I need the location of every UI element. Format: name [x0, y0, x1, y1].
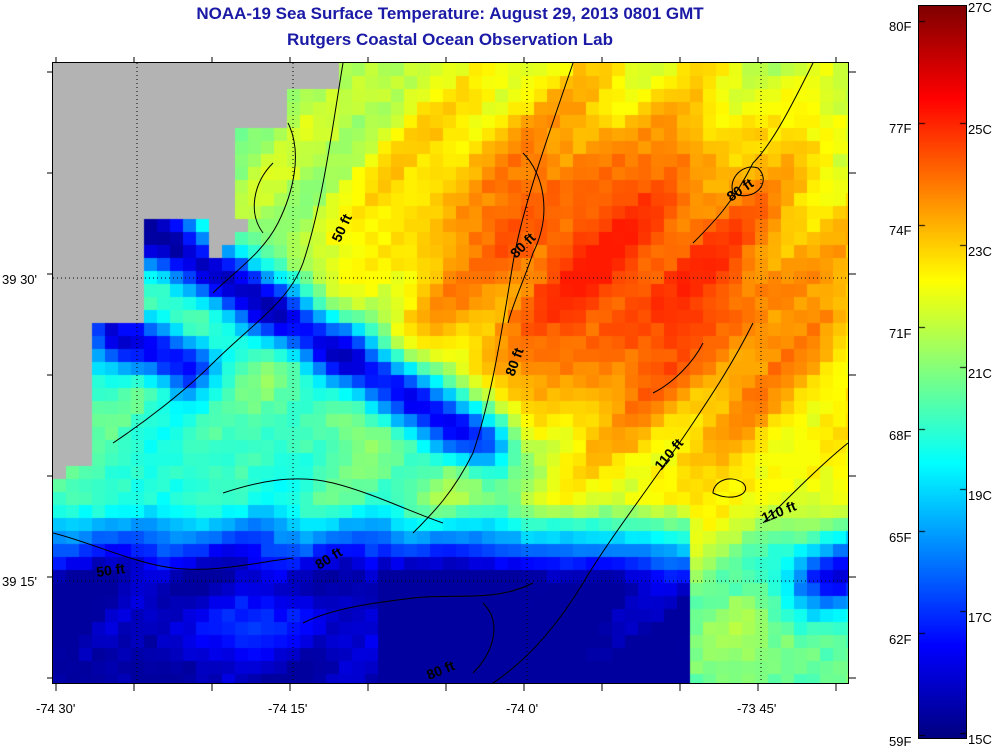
map-subtitle: Rutgers Coastal Ocean Observation Lab — [287, 30, 613, 49]
x-axis-label: -74 30' — [36, 701, 76, 716]
contour-line — [412, 63, 574, 534]
contour-line — [253, 162, 274, 234]
sst-map[interactable]: 50 ft 80 ft 80 ft 80 ft 110 ft 110 ft 50… — [52, 62, 849, 684]
contour-label: 50 ft — [95, 560, 126, 580]
x-axis-label: -73 45' — [737, 701, 777, 716]
contour-line — [731, 166, 764, 197]
colorbar-f-label: 59F — [889, 734, 912, 749]
colorbar-f-label: 74F — [889, 223, 912, 238]
contour-line — [762, 442, 848, 524]
colorbar-c-label: 19C — [968, 488, 992, 503]
colorbar-f-label: 71F — [889, 326, 912, 341]
colorbar-f-label: 77F — [889, 121, 912, 136]
colorbar-c-label: 25C — [968, 122, 992, 137]
sst-raster — [53, 63, 848, 683]
contour-line — [112, 63, 344, 444]
colorbar-f-label: 80F — [889, 19, 912, 34]
contour-line — [652, 342, 704, 394]
contour-line — [692, 63, 814, 244]
contour-line — [302, 582, 534, 624]
colorbar-c-label: 17C — [968, 610, 992, 625]
contour-line — [492, 322, 754, 683]
colorbar-c-label: 27C — [968, 0, 992, 15]
contour-line — [712, 478, 746, 498]
colorbar-c-label: 23C — [968, 244, 992, 259]
map-overlay: 50 ft 80 ft 80 ft 80 ft 110 ft 110 ft 50… — [53, 63, 848, 683]
graticule — [53, 63, 848, 683]
contour-line — [472, 602, 495, 674]
colorbar-f-label: 65F — [889, 530, 912, 545]
contour-line — [222, 478, 444, 524]
map-title: NOAA-19 Sea Surface Temperature: August … — [196, 4, 704, 23]
x-axis-label: -74 15' — [268, 701, 308, 716]
x-axis-label: -74 0' — [506, 701, 539, 716]
colorbar-c-label: 21C — [968, 366, 992, 381]
bathymetry-contours — [53, 63, 848, 683]
y-axis-label: 39 15' — [2, 574, 38, 589]
colorbar — [918, 5, 967, 739]
colorbar-f-label: 62F — [889, 632, 912, 647]
colorbar-c-label: 15C — [968, 732, 992, 747]
contour-line — [53, 532, 294, 570]
contour-line — [212, 122, 296, 294]
y-axis-label: 39 30' — [2, 272, 38, 287]
contour-line — [507, 152, 545, 324]
colorbar-f-label: 68F — [889, 428, 912, 443]
